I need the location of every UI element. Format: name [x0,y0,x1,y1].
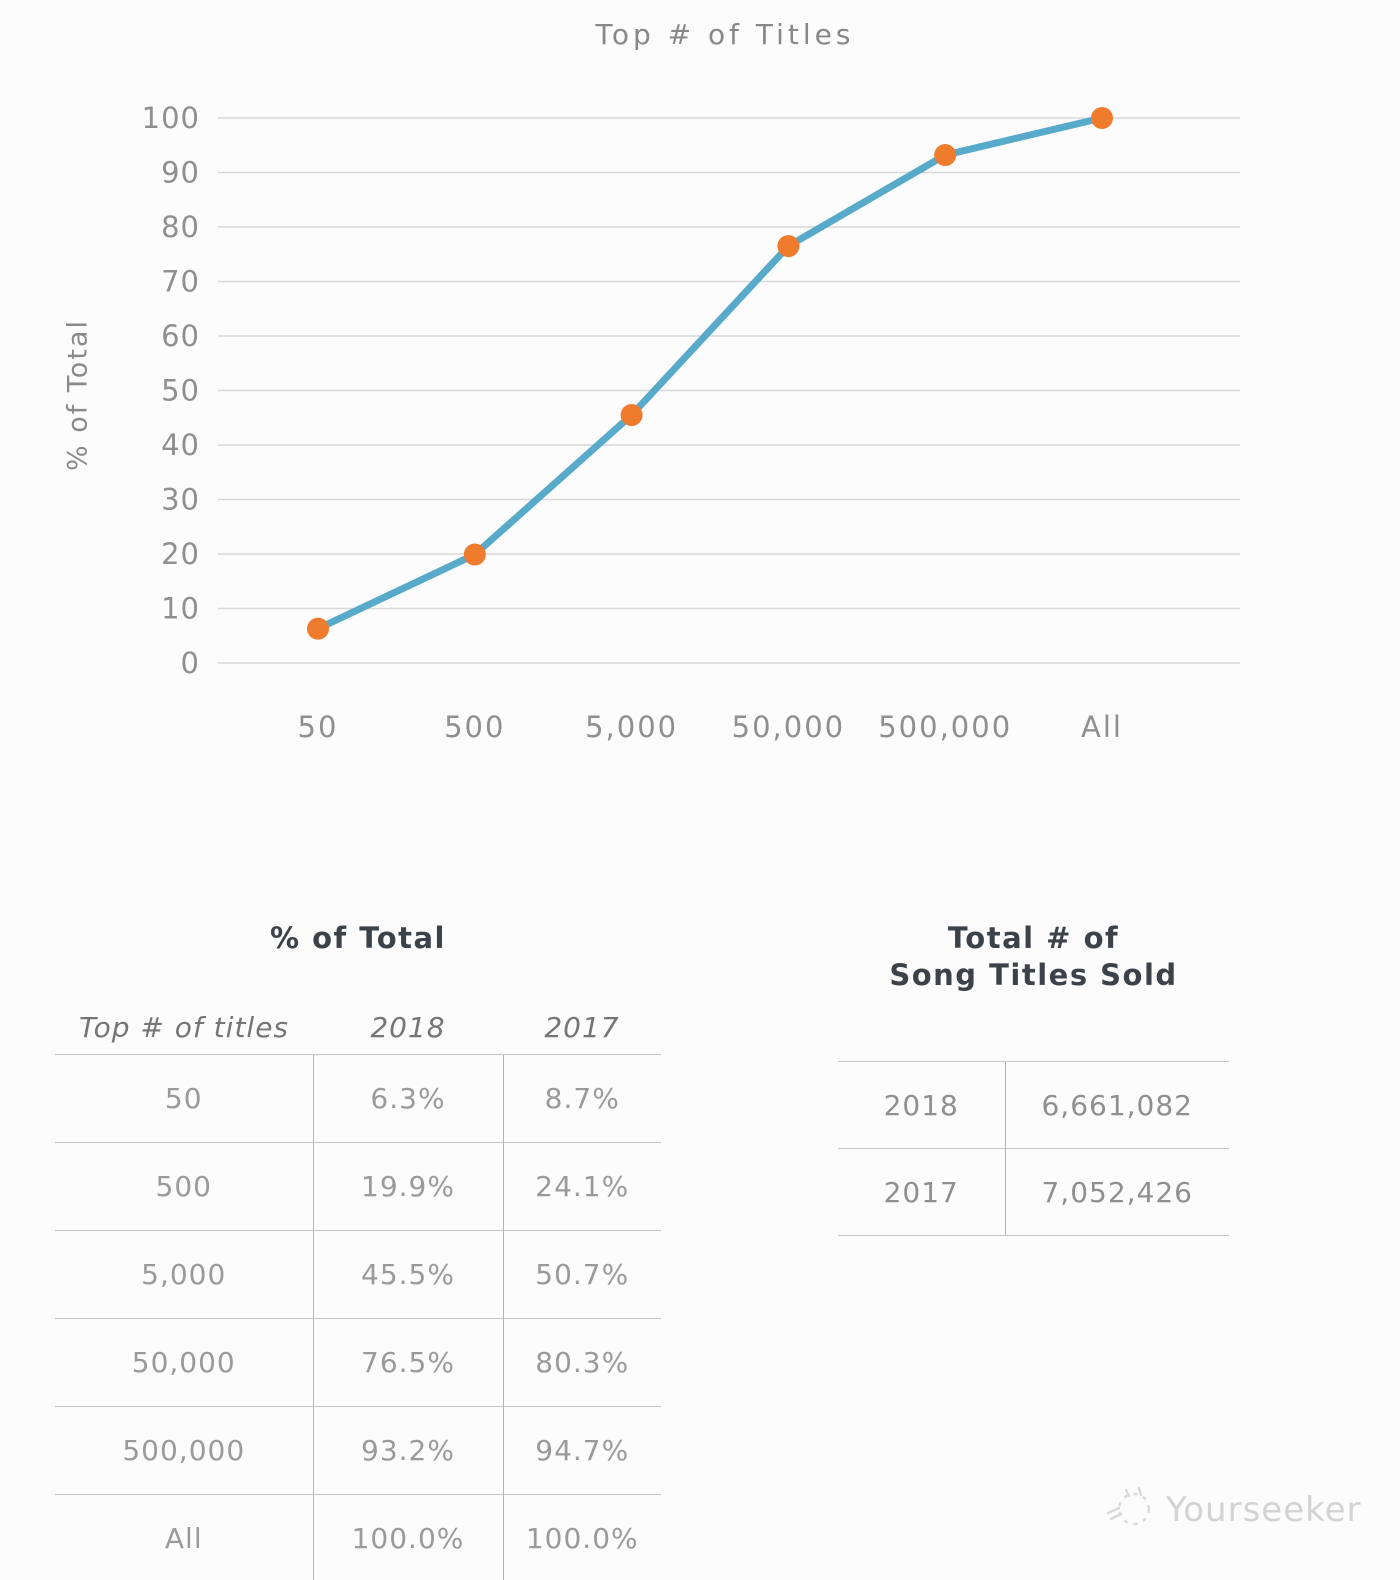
table-row: 50 6.3% 8.7% [55,1054,661,1143]
table-cell: 2018 [838,1061,1005,1149]
x-tick-label: 50,000 [732,710,845,744]
table-cell: 500 [55,1142,313,1231]
data-point-marker [1091,107,1113,129]
x-tick-label: 500 [444,710,505,744]
y-tick-label: 80 [161,210,200,244]
line-chart: 0 10 20 30 40 50 60 70 80 90 100 50 500 5,000 50,000 50… [142,101,1240,744]
table-cell: 6.3% [312,1054,503,1143]
percent-table-header-row: Top # of titles 2018 2017 [55,1000,661,1055]
y-tick-label: 10 [161,592,200,626]
table-cell: 24.1% [502,1142,661,1231]
trend-line [314,114,1106,633]
table-cell: 93.2% [312,1406,503,1495]
data-point-marker [777,235,800,258]
y-tick-label: 40 [161,428,200,462]
percent-table: Top # of titles 2018 2017 50 6.3% 8.7% 500 1… [55,1000,661,1580]
data-point-marker [620,404,643,427]
x-tick-label: 5,000 [585,710,678,744]
y-tick-label: 90 [161,156,200,190]
table-cell: 100.0% [312,1494,503,1580]
table-cell: 50.7% [502,1230,661,1319]
chart-title: Top # of Titles [595,18,855,51]
table-row: 50,000 76.5% 80.3% [55,1318,661,1407]
watermark: Yourseeker [1102,1478,1362,1541]
y-tick-label: 20 [161,537,200,571]
column-header-2018: 2018 [370,1010,446,1044]
table-row: 5,000 45.5% 50.7% [55,1230,661,1319]
table-cell: 19.9% [312,1142,503,1231]
data-point-marker [307,617,329,640]
table-cell: 50 [55,1054,313,1143]
table-cell: 5,000 [55,1230,313,1319]
y-tick-label: 0 [181,646,200,680]
y-tick-label: 60 [161,319,200,353]
table-cell: 80.3% [502,1318,661,1407]
y-tick-label: 30 [161,483,200,517]
table-row: 2018 6,661,082 [838,1061,1229,1149]
table-cell: 8.7% [502,1054,661,1143]
table-cell: 100.0% [502,1494,661,1580]
totals-table: 2018 6,661,082 2017 7,052,426 [838,1061,1229,1236]
y-tick-label: 50 [161,374,200,408]
table-row: 2017 7,052,426 [838,1148,1229,1236]
table-row: 500 19.9% 24.1% [55,1142,661,1231]
percent-table-title: % of Total [269,921,446,955]
data-point-marker [463,543,486,566]
table-cell: 76.5% [312,1318,503,1407]
table-cell: 50,000 [55,1318,313,1407]
column-header-2017: 2017 [544,1010,620,1044]
x-tick-label: 50 [298,710,339,744]
table-cell: 6,661,082 [1004,1061,1229,1149]
column-header-top-titles: Top # of titles [78,1010,290,1044]
totals-title-line1: Total # of [947,921,1120,955]
y-tick-label: 70 [161,265,200,299]
x-tick-label: 500,000 [878,710,1012,744]
table-row: 500,000 93.2% 94.7% [55,1406,661,1495]
watermark-text: Yourseeker [1166,1489,1362,1530]
totals-title-line2: Song Titles Sold [889,958,1178,992]
x-tick-label: All [1081,710,1123,744]
totals-table-title: Total # of Song Titles Sold [838,920,1229,994]
table-cell: 94.7% [502,1406,661,1495]
table-row: All 100.0% 100.0% [55,1494,661,1580]
y-tick-label: 100 [142,101,200,135]
data-point-marker [934,144,957,167]
table-cell: 7,052,426 [1004,1148,1229,1236]
table-cell: All [55,1494,313,1580]
sketch-doodle-icon [1102,1478,1158,1541]
table-cell: 2017 [838,1148,1005,1236]
table-cell: 500,000 [55,1406,313,1495]
table-cell: 45.5% [312,1230,503,1319]
